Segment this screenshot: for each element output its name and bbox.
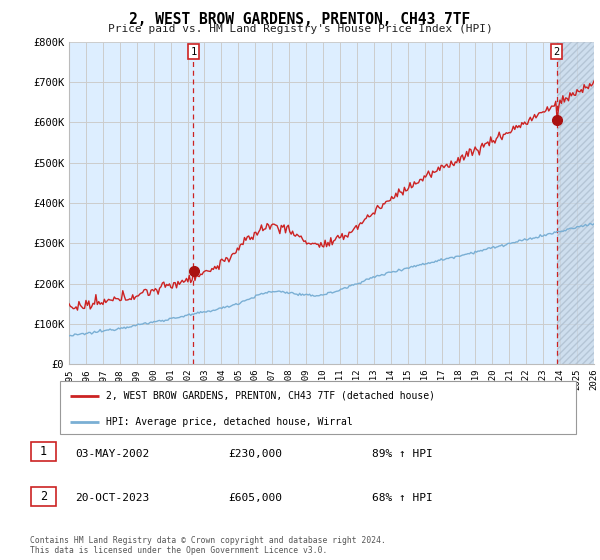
Text: 2, WEST BROW GARDENS, PRENTON, CH43 7TF (detached house): 2, WEST BROW GARDENS, PRENTON, CH43 7TF … [106, 391, 436, 401]
Text: 1: 1 [40, 445, 47, 458]
Text: 20-OCT-2023: 20-OCT-2023 [75, 493, 149, 503]
Text: £230,000: £230,000 [228, 449, 282, 459]
Text: This data is licensed under the Open Government Licence v3.0.: This data is licensed under the Open Gov… [30, 547, 328, 556]
Text: 89% ↑ HPI: 89% ↑ HPI [372, 449, 433, 459]
Text: 2: 2 [40, 489, 47, 503]
Text: 2: 2 [554, 47, 560, 57]
Bar [557, 42, 594, 364]
Text: Price paid vs. HM Land Registry's House Price Index (HPI): Price paid vs. HM Land Registry's House … [107, 24, 493, 34]
Text: HPI: Average price, detached house, Wirral: HPI: Average price, detached house, Wirr… [106, 417, 353, 427]
Text: 68% ↑ HPI: 68% ↑ HPI [372, 493, 433, 503]
Text: Contains HM Land Registry data © Crown copyright and database right 2024.: Contains HM Land Registry data © Crown c… [30, 536, 386, 545]
Text: 2, WEST BROW GARDENS, PRENTON, CH43 7TF: 2, WEST BROW GARDENS, PRENTON, CH43 7TF [130, 12, 470, 27]
Text: £605,000: £605,000 [228, 493, 282, 503]
Text: 1: 1 [190, 47, 197, 57]
Text: 03-MAY-2002: 03-MAY-2002 [75, 449, 149, 459]
